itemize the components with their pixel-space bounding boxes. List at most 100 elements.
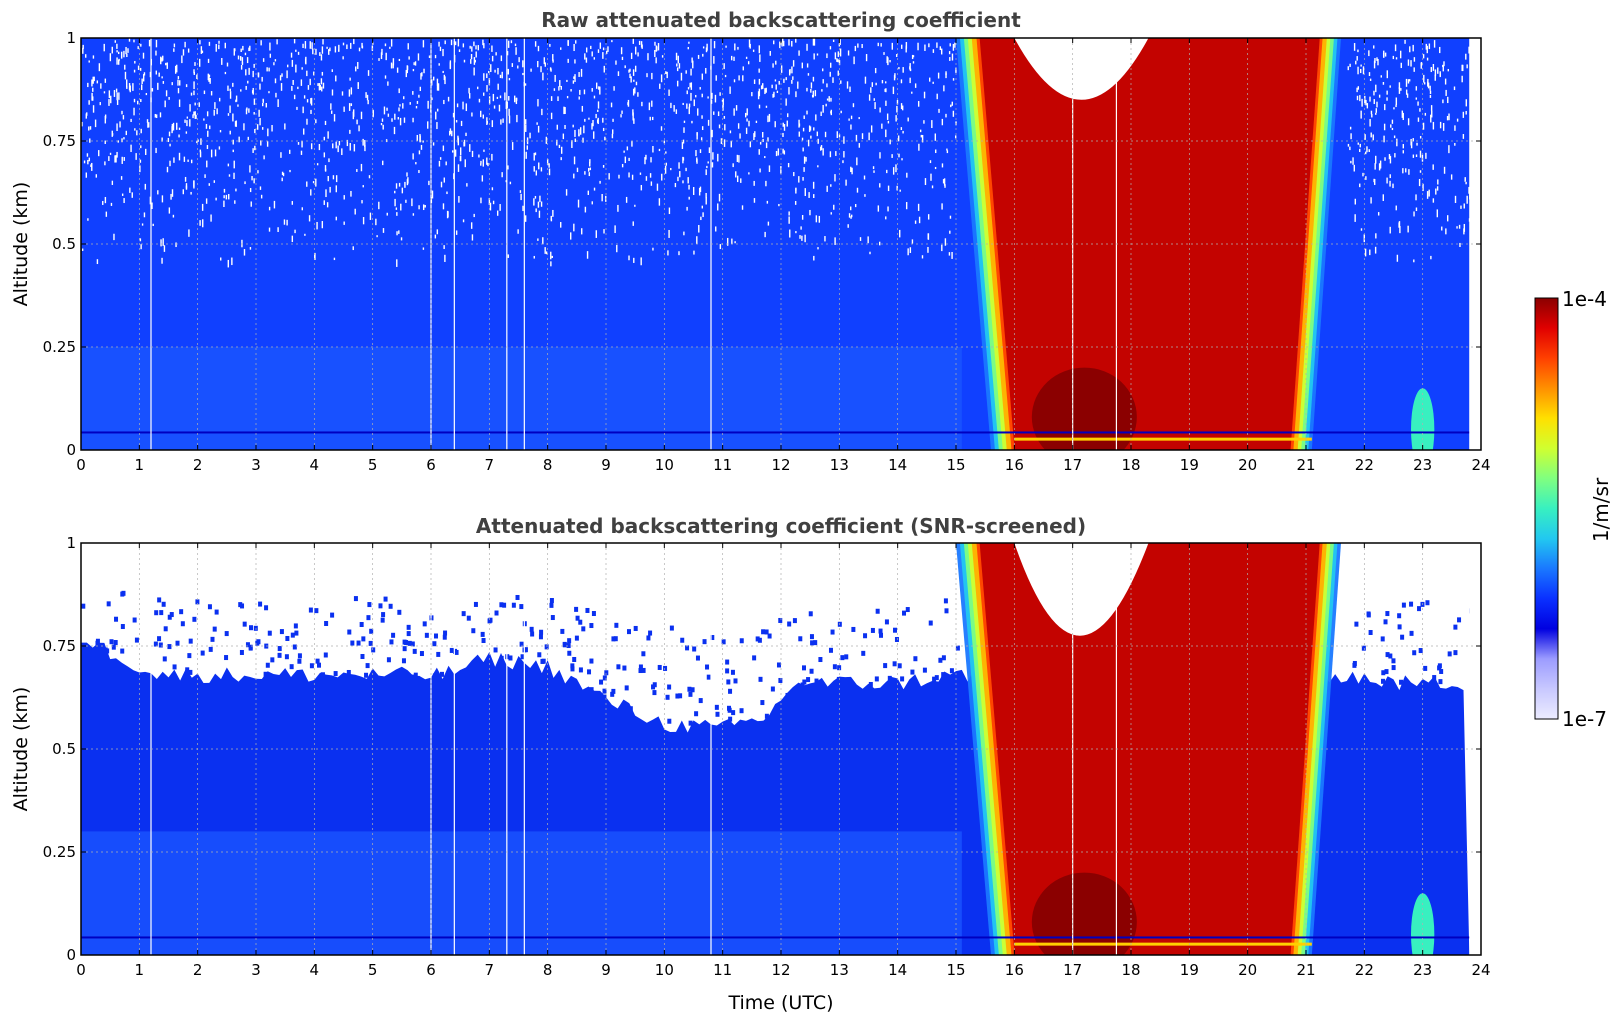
scatter-pixel — [808, 611, 813, 617]
noise-speck — [782, 40, 785, 47]
noise-speck — [444, 76, 446, 85]
clear-sky-dip — [1014, 543, 1149, 636]
noise-speck — [749, 141, 752, 148]
noise-speck — [1412, 44, 1414, 52]
noise-speck — [850, 124, 852, 130]
noise-speck — [620, 114, 622, 118]
scatter-pixel — [361, 636, 366, 642]
noise-speck — [783, 124, 786, 131]
noise-speck — [240, 65, 243, 70]
noise-speck — [1368, 50, 1370, 57]
noise-speck — [459, 155, 462, 162]
noise-speck — [319, 84, 322, 91]
noise-speck — [753, 198, 756, 203]
noise-speck — [486, 157, 488, 165]
noise-speck — [162, 55, 164, 61]
noise-speck — [207, 73, 209, 81]
y-tick-label: 0 — [66, 946, 76, 964]
noise-speck — [1359, 148, 1361, 153]
noise-speck — [491, 187, 494, 191]
scatter-pixel — [214, 609, 219, 615]
noise-speck — [240, 48, 242, 53]
noise-speck — [434, 234, 437, 239]
scatter-pixel — [330, 612, 335, 618]
scatter-pixel — [589, 623, 594, 629]
noise-speck — [579, 127, 582, 135]
x-tick-label: 20 — [1238, 961, 1257, 979]
noise-speck — [680, 72, 683, 81]
noise-speck — [803, 167, 805, 172]
noise-speck — [324, 168, 327, 172]
noise-speck — [1464, 177, 1466, 181]
noise-speck — [1356, 87, 1358, 93]
noise-speck — [872, 166, 875, 170]
scatter-pixel — [530, 631, 535, 637]
noise-speck — [1422, 122, 1425, 130]
noise-speck — [442, 70, 444, 74]
noise-speck — [1408, 169, 1410, 175]
noise-speck — [177, 76, 180, 80]
noise-speck — [1410, 141, 1413, 149]
scatter-pixel — [292, 644, 297, 650]
noise-speck — [342, 42, 345, 46]
noise-speck — [787, 163, 790, 168]
noise-speck — [762, 132, 764, 138]
noise-speck — [214, 149, 217, 157]
noise-speck — [253, 112, 255, 115]
noise-speck — [92, 87, 94, 92]
x-tick-label: 7 — [485, 961, 495, 979]
scatter-pixel — [566, 643, 571, 649]
scatter-pixel — [570, 666, 575, 672]
noise-speck — [736, 154, 739, 162]
noise-speck — [96, 259, 99, 265]
noise-speck — [517, 65, 519, 69]
noise-speck — [116, 92, 118, 101]
noise-speck — [223, 200, 225, 208]
noise-speck — [886, 169, 888, 174]
noise-speck — [489, 202, 492, 211]
noise-speck — [335, 175, 338, 183]
noise-speck — [836, 58, 838, 62]
panel-screened-title: Attenuated backscattering coefficient (S… — [476, 514, 1086, 538]
noise-speck — [508, 115, 511, 124]
noise-speck — [706, 165, 708, 169]
noise-speck — [289, 149, 291, 154]
scatter-pixel — [726, 679, 731, 685]
noise-speck — [596, 119, 599, 123]
noise-speck — [742, 66, 744, 71]
noise-speck — [96, 80, 99, 84]
noise-speck — [157, 190, 159, 195]
noise-speck — [178, 99, 181, 107]
noise-speck — [394, 113, 396, 120]
noise-speck — [88, 60, 90, 63]
noise-speck — [952, 78, 955, 81]
noise-speck — [416, 134, 418, 142]
noise-speck — [930, 173, 932, 181]
scatter-pixel — [587, 669, 592, 675]
noise-speck — [795, 38, 797, 43]
noise-speck — [1436, 209, 1439, 218]
noise-speck — [1465, 110, 1467, 115]
noise-speck — [338, 49, 340, 52]
noise-speck — [491, 153, 493, 161]
noise-speck — [840, 80, 842, 84]
scatter-pixel — [599, 679, 604, 685]
scatter-pixel — [480, 631, 485, 637]
noise-speck — [629, 68, 631, 72]
noise-speck — [139, 67, 142, 71]
noise-speck — [1406, 93, 1409, 98]
noise-speck — [637, 92, 639, 97]
noise-speck — [144, 183, 147, 190]
noise-speck — [540, 66, 542, 73]
noise-speck — [1465, 53, 1467, 60]
scatter-pixel — [453, 648, 458, 654]
noise-speck — [923, 120, 925, 124]
noise-speck — [887, 120, 890, 124]
noise-speck — [741, 205, 744, 210]
scatter-pixel — [628, 706, 633, 712]
noise-speck — [447, 96, 450, 102]
noise-speck — [290, 52, 293, 58]
scatter-pixel — [665, 694, 670, 700]
noise-speck — [667, 250, 669, 256]
noise-speck — [774, 79, 777, 82]
